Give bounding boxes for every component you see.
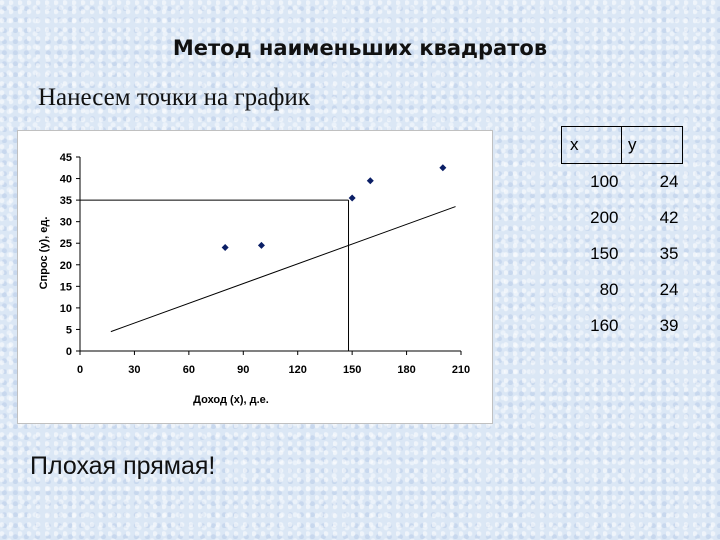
y-tick-label: 5 — [66, 324, 72, 336]
table-row: 150 35 — [562, 236, 683, 272]
data-point — [348, 194, 356, 202]
y-tick-label: 45 — [60, 152, 72, 164]
y-tick-label: 35 — [60, 195, 72, 207]
slide-subtitle: Нанесем точки на график — [38, 84, 310, 111]
table-cell-y: 39 — [659, 316, 679, 335]
table-cell-x: 100 — [590, 172, 619, 191]
x-tick-label: 30 — [128, 364, 140, 376]
y-tick-label: 10 — [60, 303, 72, 315]
data-point — [257, 241, 265, 249]
table-row: 160 39 — [562, 308, 683, 344]
y-tick-label: 0 — [66, 346, 72, 358]
table-row: 80 24 — [562, 272, 683, 308]
y-tick-label: 15 — [60, 281, 72, 293]
x-tick-label: 90 — [237, 364, 249, 376]
table-header-y: y — [621, 126, 683, 164]
x-tick-label: 60 — [183, 364, 195, 376]
x-tick-label: 0 — [77, 364, 83, 376]
x-tick-label: 120 — [289, 364, 307, 376]
data-table: x y 100 24 200 42 150 35 80 24 160 39 — [561, 126, 683, 344]
table-cell-y: 35 — [659, 244, 679, 263]
data-point — [221, 244, 229, 252]
y-tick-label: 20 — [60, 260, 72, 272]
table-cell-x: 160 — [590, 316, 619, 335]
table-cell-x: 200 — [590, 208, 619, 227]
y-tick-label: 30 — [60, 217, 72, 229]
table-row: 200 42 — [562, 200, 683, 236]
scatter-chart: 0 5 10 15 20 25 30 35 40 45 0 30 60 90 120 150 180 210 До… — [38, 152, 470, 406]
chart-panel: 0 5 10 15 20 25 30 35 40 45 0 30 60 90 120 150 180 210 До… — [17, 130, 493, 424]
table-cell-x: 80 — [599, 280, 619, 299]
table-header-row: x y — [561, 126, 683, 164]
table-cell-y: 24 — [659, 172, 679, 191]
y-tick-label: 40 — [60, 174, 72, 186]
table-cell-x: 150 — [590, 244, 619, 263]
table-cell-y: 42 — [659, 208, 679, 227]
slide-footer: Плохая прямая! — [30, 452, 216, 480]
x-tick-label: 210 — [452, 364, 470, 376]
fit-line — [110, 206, 456, 333]
y-axis-label: Спрос (y), ед. — [38, 217, 50, 290]
table-row: 100 24 — [562, 164, 683, 201]
table-header-x: x — [561, 126, 622, 164]
y-tick-label: 25 — [60, 238, 72, 250]
x-tick-label: 180 — [397, 364, 415, 376]
data-point — [366, 177, 374, 185]
x-axis-label: Доход (x), д.е. — [193, 394, 269, 406]
slide-title: Метод наименьших квадратов — [172, 36, 548, 60]
x-tick-label: 150 — [343, 364, 361, 376]
data-point — [439, 164, 447, 172]
table-cell-y: 24 — [659, 280, 679, 299]
